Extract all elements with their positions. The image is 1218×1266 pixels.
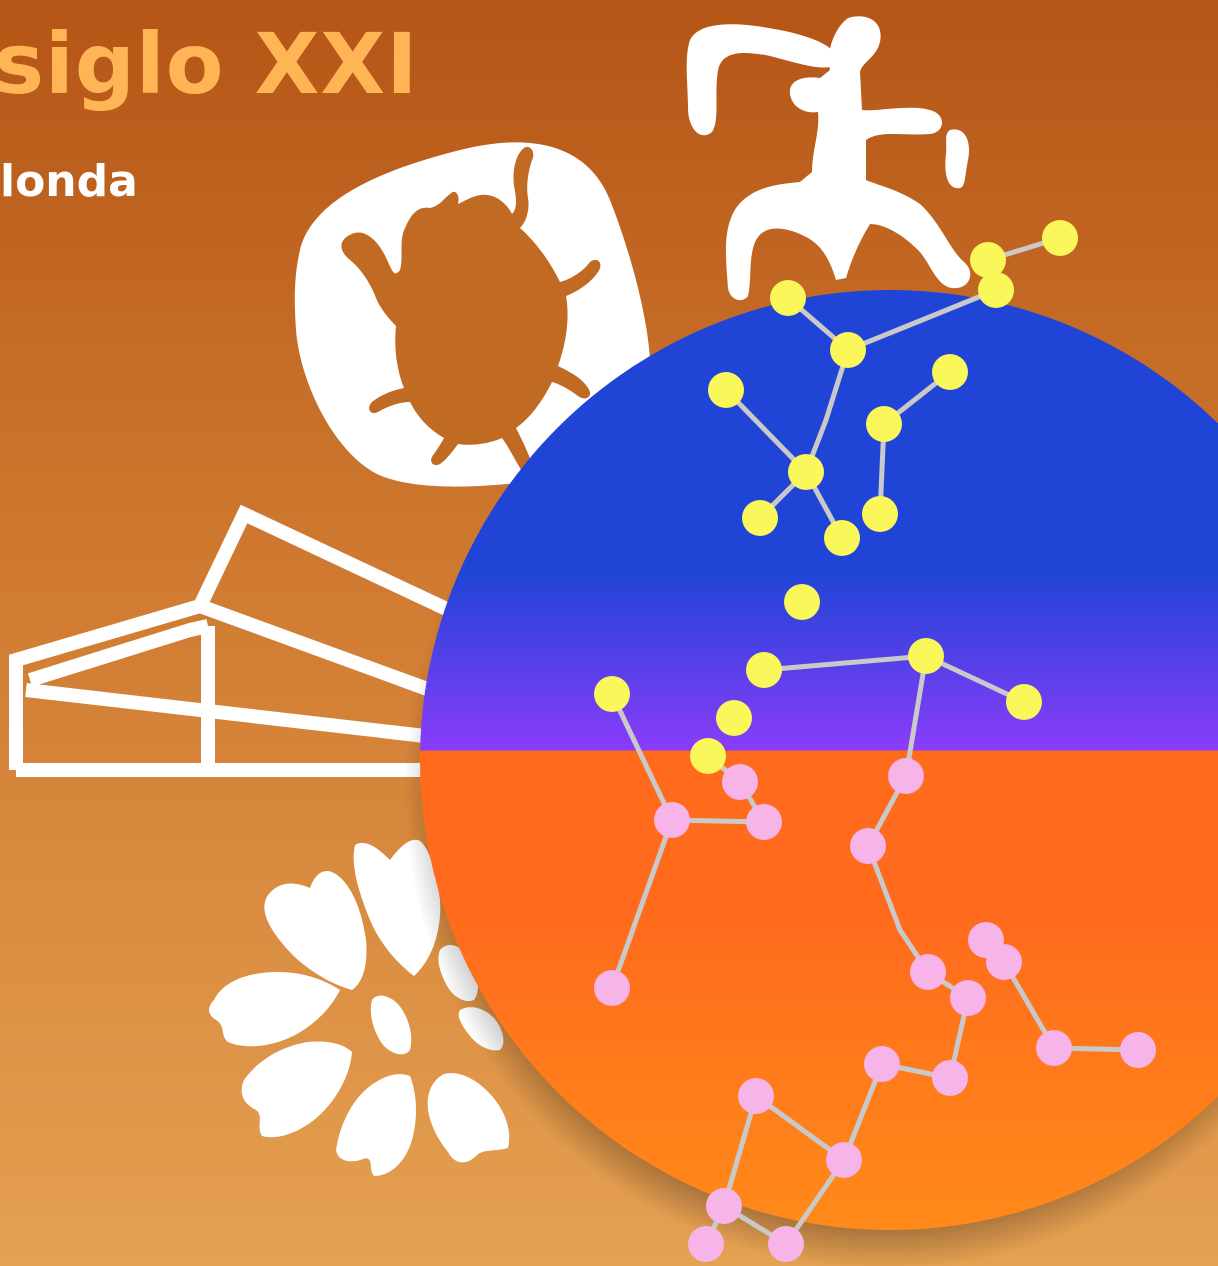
star [1120,1032,1156,1068]
star [932,1060,968,1096]
star [654,802,690,838]
star [888,758,924,794]
star [830,332,866,368]
star [770,280,806,316]
page-title: siglo XXI [0,15,419,113]
star [788,454,824,490]
star [1006,684,1042,720]
petroglyph-figure-icon [686,16,971,301]
star [970,242,1006,278]
star [722,764,758,800]
star [986,944,1022,980]
star [738,1078,774,1114]
star [742,500,778,536]
star [826,1142,862,1178]
star [950,980,986,1016]
star [864,1046,900,1082]
star [708,372,744,408]
star [932,354,968,390]
star [978,272,1014,308]
star [746,652,782,688]
star [594,970,630,1006]
star [908,638,944,674]
building-outline-icon [9,504,473,777]
star [594,676,630,712]
star [1042,220,1078,256]
star [706,1188,742,1224]
pink-stars [594,758,1156,1262]
star [862,496,898,532]
star [688,1226,724,1262]
star [768,1226,804,1262]
star [716,700,752,736]
page-subtitle: londa [0,156,138,207]
star [784,584,820,620]
yellow-stars [594,220,1078,774]
star [866,406,902,442]
star [1036,1030,1072,1066]
star [690,738,726,774]
beetle-badge-icon [294,142,651,487]
star [910,954,946,990]
star [824,520,860,556]
star [746,804,782,840]
star [850,828,886,864]
